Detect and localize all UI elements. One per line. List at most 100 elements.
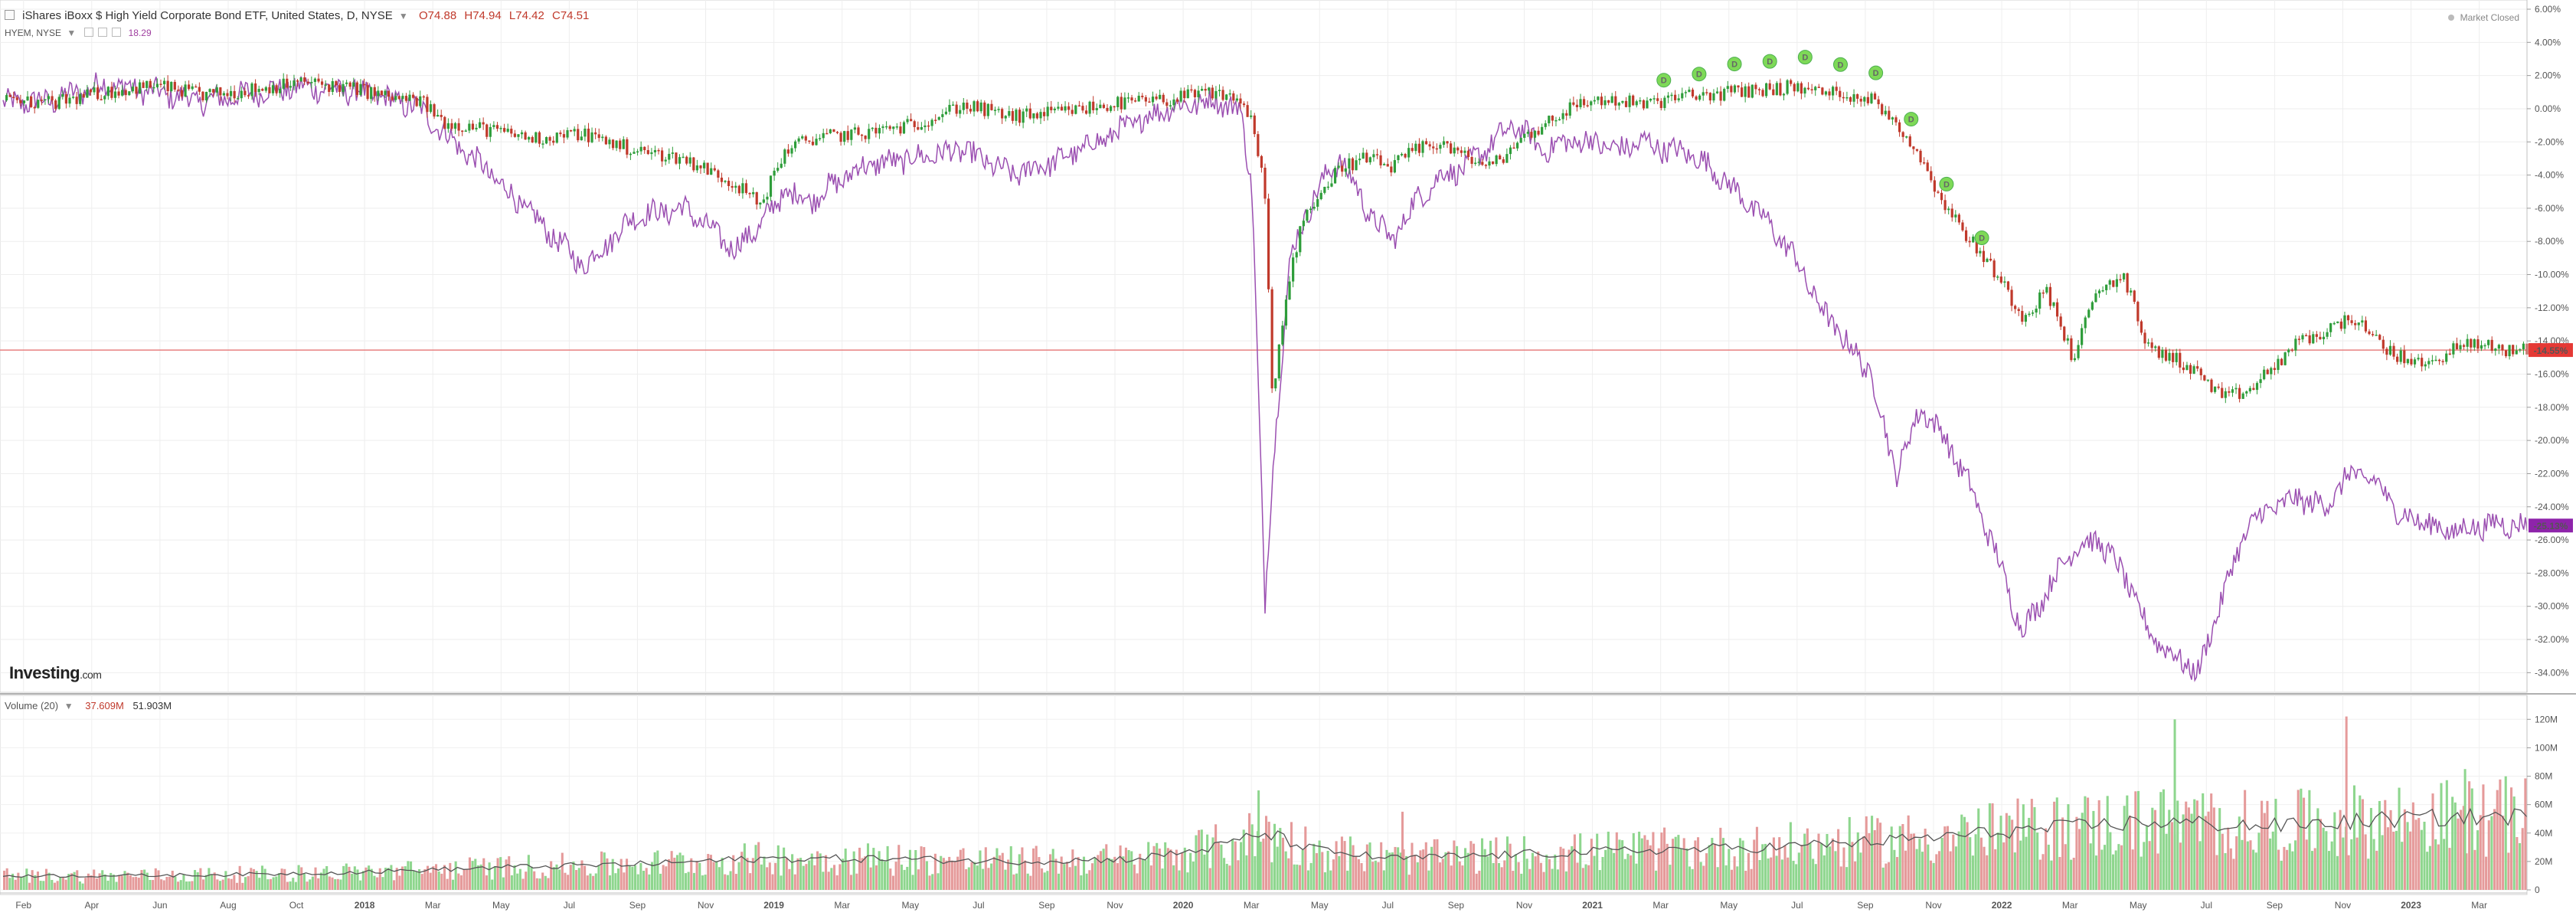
volume-bar <box>2347 855 2350 890</box>
candle-body <box>286 78 289 88</box>
volume-bar <box>306 881 309 890</box>
candle-down <box>1790 78 1793 87</box>
volume-bar <box>1231 839 1234 890</box>
candle-down <box>969 104 973 114</box>
chevron-down-icon[interactable]: ▼ <box>64 701 74 711</box>
volume-bar <box>118 875 121 890</box>
candle-body <box>643 146 646 151</box>
volume-bar <box>1534 856 1537 890</box>
hide-icon[interactable] <box>97 28 107 37</box>
volume-bar <box>653 852 656 890</box>
volume-bar <box>724 874 727 890</box>
chevron-down-icon[interactable]: ▼ <box>67 28 77 38</box>
candle-down <box>2463 343 2466 350</box>
volume-bar <box>353 866 356 890</box>
volume-bar <box>1065 862 1069 890</box>
volume-bar <box>1021 847 1024 890</box>
volume-bar <box>2468 781 2471 890</box>
candle-body <box>2252 388 2255 391</box>
volume-bar <box>842 858 845 890</box>
candle-body <box>1313 206 1316 209</box>
candle-down <box>1888 106 1891 120</box>
volume-bar <box>252 868 255 890</box>
candle-down <box>226 89 229 100</box>
close-icon[interactable] <box>112 28 122 37</box>
candle-body <box>2042 292 2045 294</box>
volume-bar <box>1896 857 1899 890</box>
candle-up <box>2038 289 2042 315</box>
candle-body <box>524 132 527 140</box>
collapse-toggle[interactable] <box>5 10 15 20</box>
candle-body <box>2143 332 2146 344</box>
candle-up <box>695 159 698 173</box>
candle-down <box>40 96 43 106</box>
candle-body <box>1201 89 1204 91</box>
candle-body <box>1957 214 1960 223</box>
candle-body <box>443 116 446 129</box>
candle-body <box>1414 143 1417 152</box>
volume-bar <box>292 878 295 890</box>
candle-body <box>2182 367 2185 371</box>
volume-bar <box>1929 860 1933 890</box>
volume-bar <box>774 862 777 890</box>
volume-bar <box>2367 858 2370 890</box>
volume-bar <box>230 878 233 890</box>
volume-bar <box>2305 839 2308 890</box>
candle-down <box>2228 386 2231 397</box>
volume-bar <box>218 881 222 890</box>
candle-up <box>1561 109 1564 124</box>
candle-up <box>636 149 639 156</box>
candle-down <box>2042 289 2045 299</box>
candle-body <box>377 90 380 96</box>
candle-body <box>331 80 334 93</box>
candle-up <box>184 80 187 98</box>
volume-bar <box>1562 848 1565 890</box>
volume-bar <box>2303 797 2306 890</box>
volume-bar <box>1195 835 1198 890</box>
candle-down <box>296 79 299 87</box>
volume-bar <box>2372 839 2375 890</box>
candle-down <box>604 135 607 146</box>
volume-bar <box>2168 809 2171 890</box>
candle-up <box>2515 345 2518 355</box>
volume-bar <box>221 879 224 890</box>
settings-icon[interactable] <box>83 28 93 37</box>
candle-body <box>485 124 489 137</box>
volume-bar <box>538 878 541 890</box>
candle-body <box>1092 101 1095 110</box>
candle-up <box>2052 302 2055 309</box>
candle-down <box>2441 359 2444 366</box>
compare-symbol[interactable]: HYEM, NYSE <box>5 28 62 38</box>
candle-body <box>1996 276 1999 278</box>
volume-bar <box>1166 848 1169 890</box>
candle-body <box>878 128 881 134</box>
candle-body <box>850 129 853 140</box>
candle-body <box>2455 343 2459 350</box>
volume-bar <box>1492 862 1495 890</box>
candle-up <box>1355 155 1358 171</box>
volume-bar <box>1590 839 1593 890</box>
candle-down <box>404 93 408 103</box>
candle-body <box>310 81 313 83</box>
candle-up <box>222 90 225 96</box>
volume-bar <box>1579 833 1582 890</box>
candle-body <box>2255 383 2259 391</box>
candle-body <box>1943 200 1947 211</box>
candle-body <box>1267 198 1270 289</box>
volume-bar <box>286 881 289 890</box>
candle-body <box>1130 97 1133 101</box>
volume-bar <box>1371 862 1375 890</box>
candle-up <box>352 77 355 90</box>
hyem-compare-line-layer <box>2 72 2528 682</box>
volume-bar <box>334 879 337 890</box>
candle-body <box>2224 391 2227 398</box>
candle-body <box>422 96 425 98</box>
chevron-down-icon[interactable]: ▼ <box>398 11 408 21</box>
candle-body <box>1845 96 1849 99</box>
candle-body <box>1790 80 1793 84</box>
volume-bar <box>93 869 96 890</box>
volume-bar <box>2271 831 2274 890</box>
volume-bar <box>302 873 306 890</box>
candle-body <box>2154 346 2157 348</box>
candle-down <box>2392 342 2395 360</box>
